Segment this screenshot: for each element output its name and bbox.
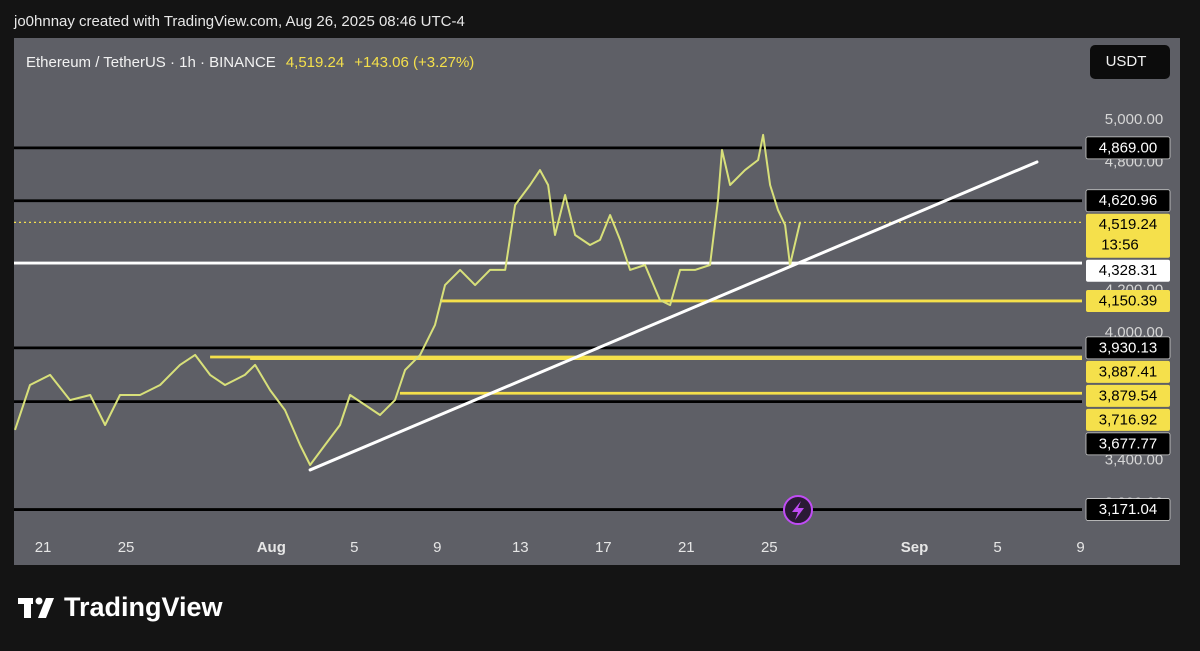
level-label: 4,869.00 (1099, 139, 1157, 156)
level-label-box (1086, 213, 1170, 258)
level-label-box (1085, 432, 1171, 456)
price-line (14, 133, 801, 466)
alert-bolt[interactable] (792, 501, 804, 520)
level-label: 3,879.54 (1099, 387, 1157, 404)
level-label-box (1085, 336, 1171, 360)
x-tick-label: 9 (1076, 539, 1084, 556)
x-tick-label: 21 (35, 539, 52, 556)
alert-icon[interactable] (783, 495, 813, 525)
plot-area: 5,000.004,800.004,200.004,000.003,400.00… (14, 111, 1171, 556)
x-tick-label: 25 (118, 539, 135, 556)
level-label-box (1086, 360, 1170, 383)
price-change: +143.06 (+3.27%) (354, 54, 474, 71)
x-tick-label: Aug (257, 539, 286, 556)
level-label: 3,716.92 (1099, 411, 1157, 428)
x-tick-label: 17 (595, 539, 612, 556)
y-tick-label: 5,000.00 (1105, 111, 1163, 128)
x-tick-label: 21 (678, 539, 695, 556)
level-label: 3,887.41 (1099, 363, 1157, 380)
level-label: 3,677.77 (1099, 435, 1157, 452)
level-label-box (1086, 384, 1170, 407)
credit: jo0hnnay created with TradingView.com, A… (13, 13, 465, 30)
level-label: 4,150.39 (1099, 292, 1157, 309)
logo-stem (24, 598, 31, 618)
y-tick-label: 3,400.00 (1105, 452, 1163, 469)
level-label-box (1085, 189, 1171, 213)
level-label-box (1085, 498, 1171, 521)
level-label-box (1086, 289, 1170, 312)
currency-button[interactable] (1090, 45, 1170, 79)
level-label-box (1086, 259, 1170, 282)
x-tick-label: 9 (433, 539, 441, 556)
symbol-title: Ethereum / TetherUS · 1h · BINANCE (26, 54, 276, 71)
countdown: 13:56 (1101, 237, 1139, 254)
logo-slash (38, 598, 54, 618)
level-label: 4,519.24 (1099, 216, 1157, 233)
x-tick-label: 25 (761, 539, 778, 556)
x-tick-label: Sep (901, 539, 929, 556)
currency-label[interactable]: USDT (1106, 53, 1147, 70)
symbol-line: Ethereum / TetherUS · 1h · BINANCE 4,519.… (26, 54, 474, 71)
level-label: 3,930.13 (1099, 339, 1157, 356)
logo-dot (35, 597, 43, 605)
x-tick-label: 5 (993, 539, 1001, 556)
brand: TradingView (64, 592, 224, 622)
x-tick-label: 5 (350, 539, 358, 556)
last-price: 4,519.24 (286, 54, 344, 71)
level-label: 3,171.04 (1099, 501, 1157, 518)
level-label-box (1086, 408, 1170, 431)
trend-line (308, 160, 1039, 472)
x-tick-label: 13 (512, 539, 529, 556)
level-label: 4,328.31 (1099, 262, 1157, 279)
level-label-box (1085, 136, 1171, 160)
brand-logo (18, 597, 54, 618)
level-label: 4,620.96 (1099, 192, 1157, 209)
